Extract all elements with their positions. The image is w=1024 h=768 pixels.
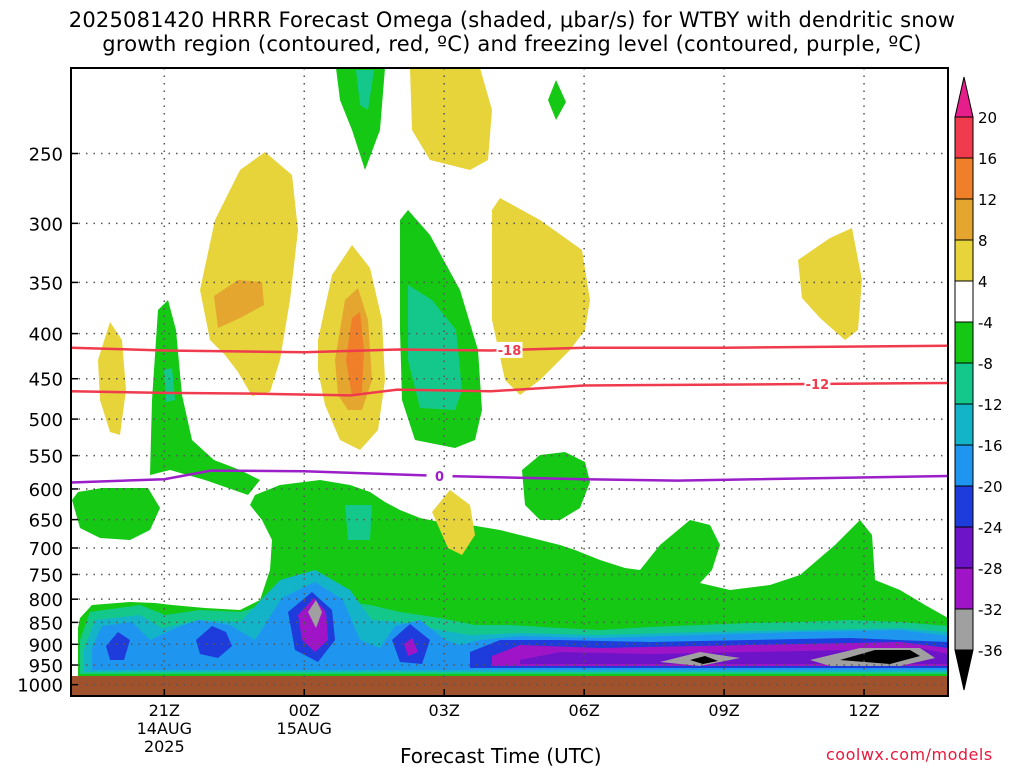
y-tick-label: 500 xyxy=(29,410,63,431)
colorbar-bin xyxy=(954,485,974,528)
credit-text: coolwx.com/models xyxy=(826,745,993,764)
omega-yellow-g xyxy=(432,490,475,555)
y-axis: 2503003504004505005506006507007508008509… xyxy=(17,144,78,697)
x-tick-label: 15AUG xyxy=(277,719,332,738)
omega-teal-box xyxy=(345,505,372,540)
x-tick-label: 12Z xyxy=(848,701,879,720)
colorbar-bin xyxy=(954,157,974,200)
colorbar-label: -24 xyxy=(978,519,1003,537)
y-tick-label: 550 xyxy=(29,447,63,468)
title-line-1: 2025081420 HRRR Forecast Omega (shaded, … xyxy=(68,8,956,32)
contour-label: -18 xyxy=(498,344,522,359)
omega-purple-low xyxy=(298,598,948,666)
title-line-2: growth region (contoured, red, ºC) and f… xyxy=(102,32,922,56)
omega-green-mid xyxy=(522,452,590,520)
colorbar-bin xyxy=(954,239,974,282)
omega-shading xyxy=(71,68,948,696)
omega-teal-tongue xyxy=(408,285,462,410)
omega-green-column xyxy=(150,300,260,495)
y-tick-label: 350 xyxy=(29,273,63,294)
omega-yellow-a xyxy=(200,152,298,396)
colorbar-bin xyxy=(954,198,974,241)
colorbar-bin xyxy=(954,280,974,323)
colorbar-bottom-arrow xyxy=(954,649,974,691)
y-tick-label: 700 xyxy=(29,539,63,560)
y-tick-label: 900 xyxy=(29,635,63,656)
colorbar-label: -20 xyxy=(978,478,1003,496)
contour-line xyxy=(70,469,949,484)
y-tick-label: 600 xyxy=(29,480,63,501)
colorbar-label: -16 xyxy=(978,437,1003,455)
y-tick-label: 400 xyxy=(29,325,63,346)
omega-green-small xyxy=(548,80,566,120)
colorbar-bin xyxy=(954,362,974,405)
colorbar-label: -4 xyxy=(978,314,993,332)
y-tick-label: 450 xyxy=(29,370,63,391)
colorbar-label: -32 xyxy=(978,601,1003,619)
colorbar-label: 16 xyxy=(978,150,997,168)
colorbar-top-arrow xyxy=(954,76,974,118)
x-tick-label: 00Z xyxy=(289,701,320,720)
colorbar-bin xyxy=(954,608,974,651)
x-tick-label: 14AUG xyxy=(137,719,192,738)
colorbar-bin xyxy=(954,116,974,159)
omega-green-top xyxy=(336,68,385,170)
omega-yellow-c xyxy=(410,68,492,170)
colorbar-bin xyxy=(954,526,974,569)
colorbar-label: 4 xyxy=(978,273,988,291)
omega-black-core xyxy=(690,650,920,664)
y-tick-label: 850 xyxy=(29,613,63,634)
contour-label-bg xyxy=(426,467,453,484)
omega-yellow-f xyxy=(798,228,862,340)
omega-gold-a xyxy=(214,280,264,328)
colorbar-bin xyxy=(954,321,974,364)
omega-orange-b xyxy=(346,312,364,396)
contour-line xyxy=(70,381,949,397)
colorbar-label: -36 xyxy=(978,642,1003,660)
y-tick-label: 800 xyxy=(29,590,63,611)
chart-title: 2025081420 HRRR Forecast Omega (shaded, … xyxy=(0,8,1024,56)
x-tick-label: 03Z xyxy=(429,701,460,720)
x-tick-label: 21Z xyxy=(149,701,180,720)
colorbar-label: 12 xyxy=(978,191,997,209)
x-tick-label: 06Z xyxy=(568,701,599,720)
y-tick-label: 250 xyxy=(29,144,63,165)
colorbar-bin xyxy=(954,403,974,446)
omega-yellow-d xyxy=(492,198,590,395)
colorbar: 20 16 12 8 4 -4 -8 -12 -16 -20 -24 -28 -32 -36 xyxy=(954,76,1003,691)
x-tick-label: 2025 xyxy=(144,737,185,756)
plot-frame xyxy=(70,67,949,697)
colorbar-label: 20 xyxy=(978,109,997,127)
x-tick-label: 09Z xyxy=(708,701,739,720)
y-tick-label: 950 xyxy=(29,656,63,677)
temperature-contours: -18 -12 0 xyxy=(70,341,949,485)
contour-label-bg xyxy=(804,375,831,392)
y-tick-label: 300 xyxy=(29,214,63,235)
colorbar-label: -8 xyxy=(978,355,993,373)
contour-line xyxy=(70,344,949,354)
contour-label: -12 xyxy=(806,378,830,393)
omega-teal-top xyxy=(356,70,374,110)
contour-label: 0 xyxy=(435,470,444,485)
omega-green-left xyxy=(72,488,160,540)
colorbar-bin xyxy=(954,567,974,610)
y-tick-label: 1000 xyxy=(17,676,63,697)
colorbar-label: 8 xyxy=(978,232,988,250)
ground-band xyxy=(71,676,948,696)
y-tick-label: 650 xyxy=(29,511,63,532)
colorbar-label: -12 xyxy=(978,396,1003,414)
x-axis-label: Forecast Time (UTC) xyxy=(400,744,602,768)
contour-label-bg xyxy=(496,341,523,358)
y-tick-label: 750 xyxy=(29,565,63,586)
colorbar-bin xyxy=(954,444,974,487)
colorbar-label: -28 xyxy=(978,560,1003,578)
